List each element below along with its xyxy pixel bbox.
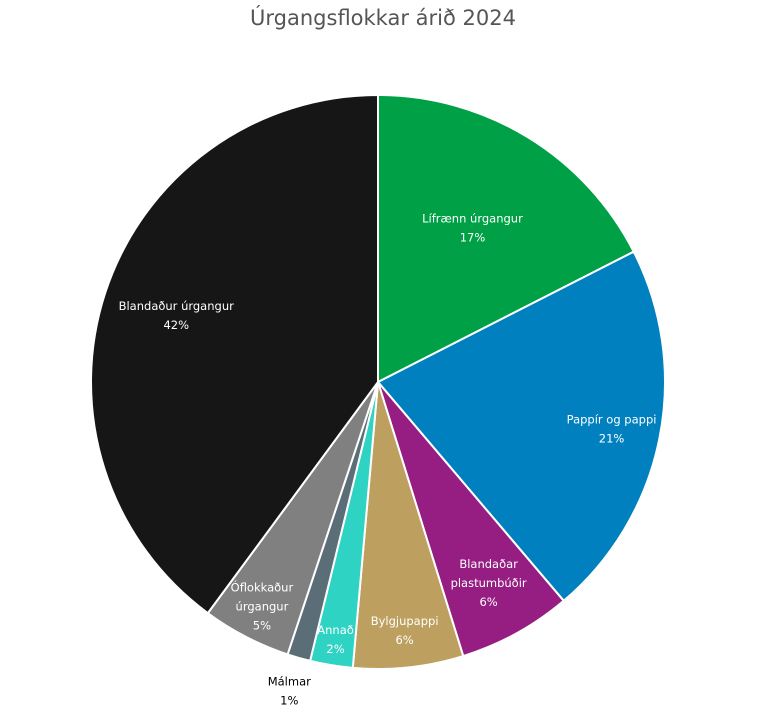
slice-name: Pappír og pappi [567,412,657,426]
chart-title: Úrgangsflokkar árið 2024 [250,6,516,30]
slice-name: Annað [317,623,354,637]
slice-name: Blandaður úrgangur [119,299,235,313]
slice-label: Lífrænn úrgangur 17% [422,211,523,244]
slice-label: Óflokkaður úrgangur 5% [231,579,294,632]
pie-slice [376,250,666,603]
slice-name: Blandaðar [459,557,518,571]
slice-label: Annað 2% [317,623,354,656]
slice-label: Blandaðar plastumbúðir 6% [451,557,527,609]
slice-percent: 17% [460,230,486,244]
slice-name: Óflokkaður [231,579,294,594]
slice-name: Lífrænn úrgangur [422,211,523,225]
pie-slice [90,93,379,615]
slice-label: Pappír og pappi 21% [567,412,657,445]
slice-percent: 1% [280,693,298,707]
slice-percent: 42% [163,318,189,332]
slice-percent: 6% [479,595,497,609]
slice-name: plastumbúðir [451,576,527,590]
slice-name: Málmar [268,674,311,688]
slice-label: Blandaður úrgangur 42% [119,299,235,332]
slice-name: úrgangur [236,599,289,613]
pie-slice [377,381,566,658]
slice-label: Bylgjupappi 6% [371,614,439,647]
slice-label: Málmar 1% [268,674,311,707]
slice-percent: 5% [253,618,271,632]
slice-name: Bylgjupappi [371,614,439,628]
slice-percent: 6% [395,633,413,647]
pie-slice [377,93,636,384]
slice-percent: 21% [599,431,625,445]
slice-percent: 2% [326,642,344,656]
